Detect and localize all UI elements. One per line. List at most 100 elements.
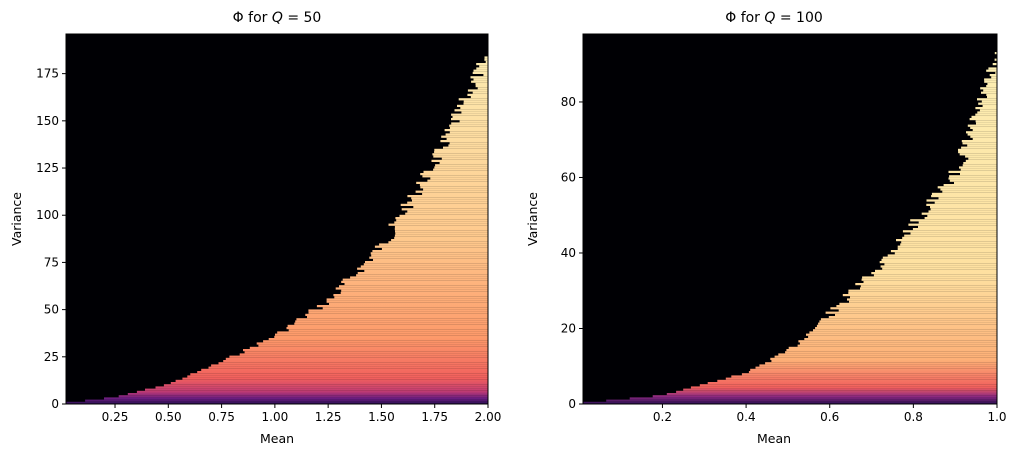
heatmap-row [407,210,488,213]
heatmap-row [765,362,997,365]
heatmap-row [445,133,488,136]
heatmap-row [820,318,997,321]
heatmap-row [473,78,488,81]
heatmap-row [463,100,488,103]
heatmap-row [902,230,997,233]
heatmap-row [882,267,997,270]
heatmap-row [725,377,997,380]
heatmap-row [369,256,488,259]
heatmap-row [357,267,488,270]
heatmap-row [887,254,997,257]
heatmap-row [430,177,488,180]
heatmap-row [370,252,488,255]
heatmap-row [472,91,488,94]
heatmap-row [804,338,997,341]
heatmap-row [434,151,488,154]
heatmap-row [731,375,997,378]
heatmap-row [407,195,488,198]
heatmap-row [988,67,997,70]
y-axis-label: Variance [9,192,24,246]
heatmap-row [676,390,997,393]
heatmap-row [256,342,488,345]
y-tick-label: 125 [36,161,59,175]
heatmap-row [477,87,488,90]
heatmap-row [374,245,488,248]
heatmap-row [187,375,489,378]
heatmap-row [286,327,488,330]
heatmap-row [458,98,488,101]
heatmap-row [750,368,997,371]
heatmap-row [924,217,997,220]
heatmap-row [994,58,997,61]
heatmap-row [995,71,997,74]
heatmap-row [419,184,488,187]
heatmap-row [897,247,997,250]
heatmap-row [894,252,997,255]
heatmap-row [277,331,488,334]
heatmap-row [244,351,488,354]
heatmap-row [394,225,488,228]
heatmap-row [918,221,997,224]
heatmap-row [422,175,488,178]
heatmap-row [943,184,997,187]
heatmap-row [991,76,997,79]
heatmap-row [987,96,997,99]
heatmap-row [360,265,488,268]
heatmap-row [994,52,997,55]
heatmap-row [934,201,997,204]
heatmap-row [986,69,997,72]
heatmap-row [942,190,997,193]
heatmap-row [470,96,488,99]
heatmap-row [786,349,997,352]
heatmap-row [363,263,488,266]
heatmap-row [444,129,488,132]
heatmap-row [806,333,997,336]
heatmap-row [860,285,997,288]
x-tick-label: 1.0 [987,410,1006,424]
heatmap-row [461,111,488,114]
heatmap-row [356,274,488,277]
heatmap-row [741,373,997,376]
heatmap-row [910,219,997,222]
x-tick-label: 2.00 [475,410,502,424]
heatmap-row [967,133,997,136]
heatmap-row [441,157,488,160]
heatmap-row [182,377,488,380]
x-tick-label: 1.25 [315,410,342,424]
heatmap-row [707,382,997,385]
heatmap-row [479,65,488,68]
heatmap-row [394,228,488,231]
heatmap-row [902,236,997,239]
heatmap-row [774,355,997,358]
heatmap-row [930,206,997,209]
heatmap-row [606,399,997,402]
heatmap-row [379,243,488,246]
heatmap-row [440,140,488,143]
heatmap-row [427,179,488,182]
heatmap-row [583,401,997,404]
heatmap-row [755,366,997,369]
heatmap-row [423,170,488,173]
heatmap-row [405,212,488,215]
heatmap-row [451,118,488,121]
heatmap-row [175,379,488,382]
heatmap-row [381,247,488,250]
heatmap-row [959,153,997,156]
x-tick-label: 1.00 [262,410,289,424]
heatmap-row [884,263,997,266]
heatmap-row [984,80,997,83]
heatmap-row [976,122,997,125]
heatmap-row [433,168,488,171]
heatmap-row [439,162,488,165]
x-tick-label: 0.50 [155,410,182,424]
heatmap-row [335,287,488,290]
heatmap-row [989,74,997,77]
heatmap-row [958,148,997,151]
heatmap-row [229,355,488,358]
heatmap-row [334,296,488,299]
heatmap-row [326,300,488,303]
heatmap-row [452,115,488,118]
heatmap-row [931,195,997,198]
heatmap-row [986,85,997,88]
heatmap-row [223,360,488,363]
